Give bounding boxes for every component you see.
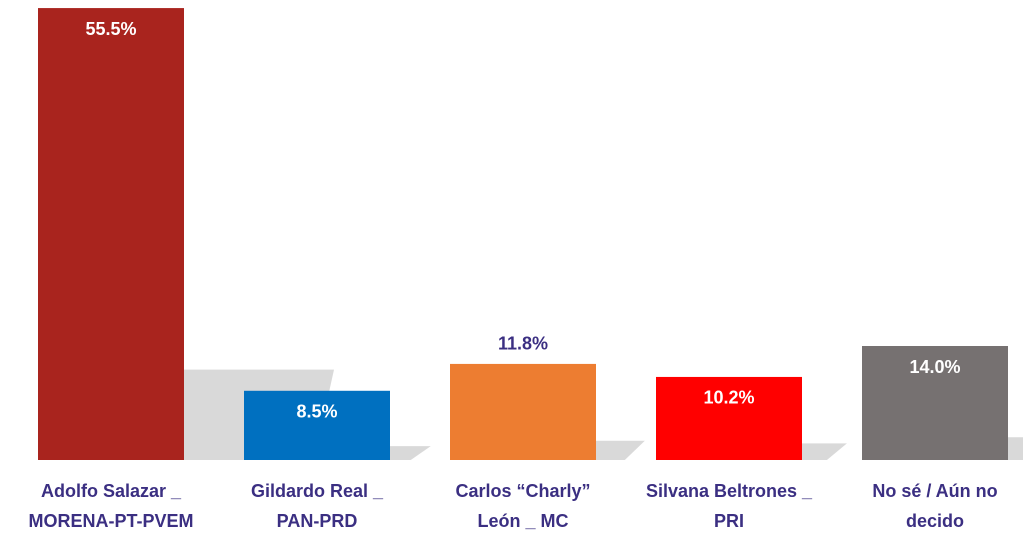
bar	[244, 390, 390, 460]
x-tick-label: Gildardo Real _	[251, 481, 384, 501]
bar-shadow	[802, 443, 847, 460]
bar-shadow	[596, 440, 645, 460]
bar	[450, 363, 596, 460]
x-tick-label: decido	[906, 511, 964, 531]
bar	[862, 346, 1008, 460]
x-tick-label: Carlos “Charly”	[455, 481, 590, 501]
x-tick-label: No sé / Aún no	[872, 481, 997, 501]
data-label: 11.8%	[498, 334, 548, 354]
data-label: 8.5%	[296, 402, 337, 422]
bar	[656, 376, 802, 460]
x-tick-label: PRI	[714, 511, 744, 531]
x-tick-label: Adolfo Salazar _	[41, 481, 182, 501]
x-tick-label: MORENA-PT-PVEM	[28, 511, 193, 531]
bar-shadow	[390, 446, 431, 460]
bar	[38, 8, 184, 460]
x-tick-label: León _ MC	[477, 511, 568, 531]
x-tick-label: PAN-PRD	[277, 511, 358, 531]
data-label: 55.5%	[85, 19, 136, 39]
bar-shadow	[1008, 437, 1023, 460]
x-tick-label: Silvana Beltrones _	[646, 481, 813, 501]
data-label: 10.2%	[703, 388, 754, 408]
data-label: 14.0%	[909, 357, 960, 377]
